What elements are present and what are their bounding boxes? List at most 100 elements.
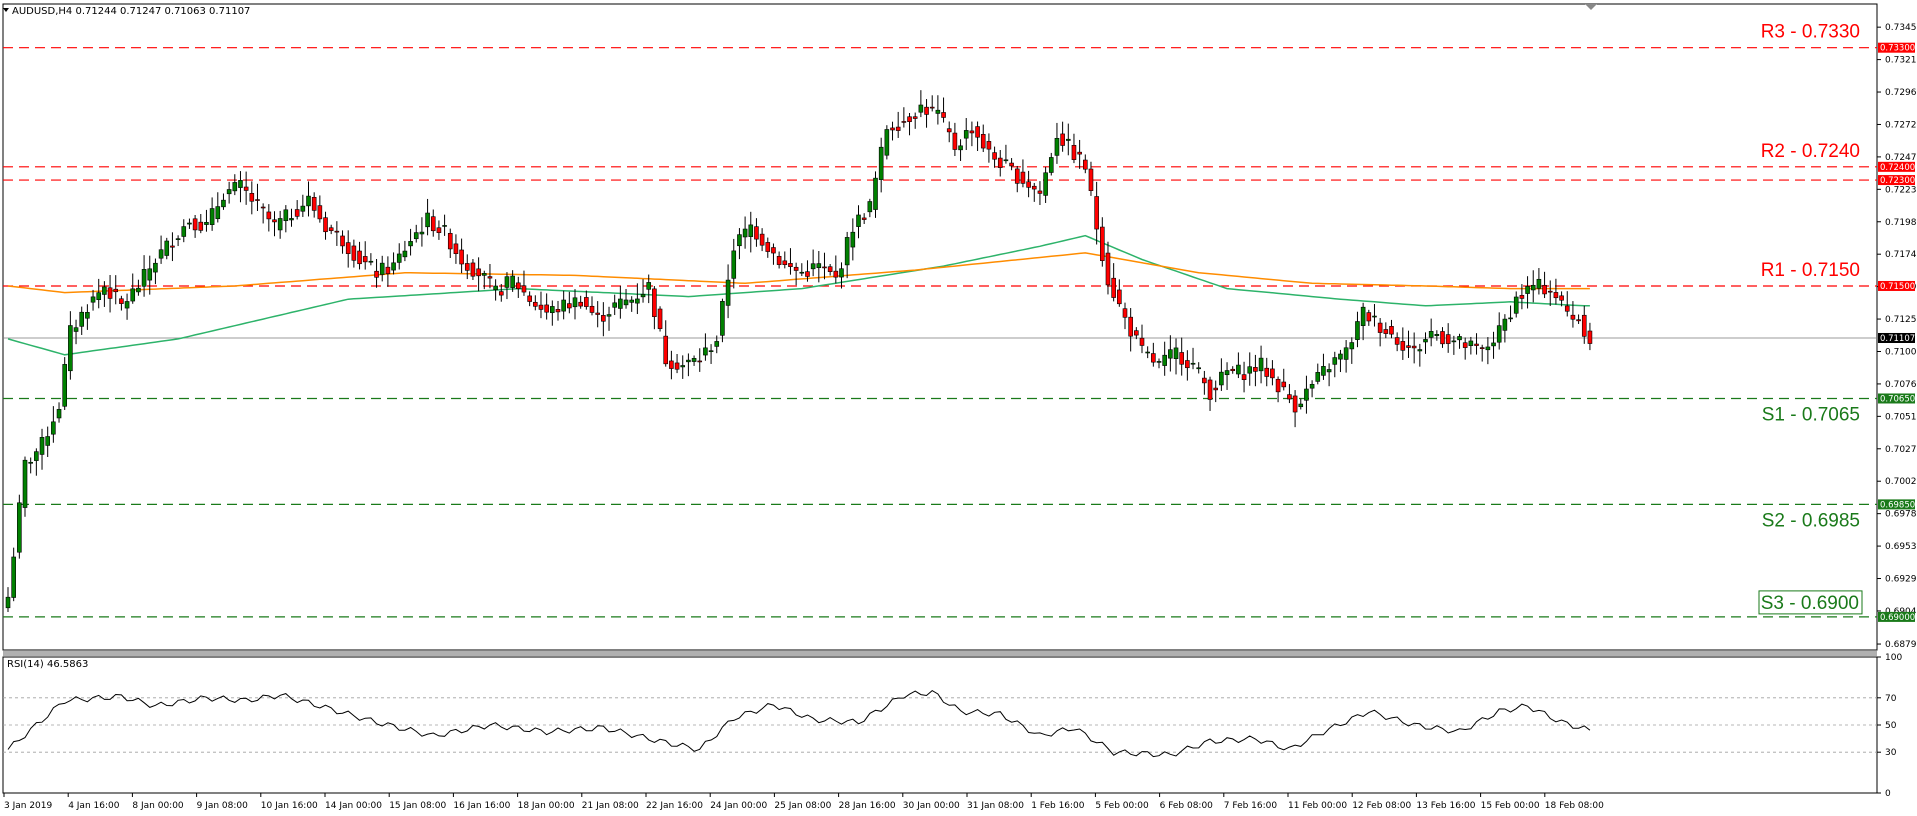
candle-up [1219, 371, 1224, 386]
candle-up [1298, 403, 1304, 408]
candle-up [873, 177, 878, 210]
candle-down [861, 217, 867, 220]
rsi-header: RSI(14) 46.5863 [7, 659, 88, 670]
candle-up [1451, 340, 1457, 343]
price-tag-extra [1878, 175, 1915, 186]
candle-down [1060, 133, 1065, 146]
rsi-panel: 100 70 50 30 0 [3, 653, 1902, 799]
candle-down [521, 285, 527, 293]
candle-up [204, 222, 209, 225]
candle-down [487, 276, 493, 279]
price-tick-label: 0.68795 [1885, 640, 1917, 650]
candle-up [62, 364, 68, 407]
candle-down [1445, 334, 1451, 344]
candle-down [255, 199, 260, 201]
candle-down [946, 128, 952, 133]
candle-up [1525, 286, 1530, 294]
candle-down [119, 298, 124, 304]
candle-up [839, 268, 844, 278]
candle-down [385, 266, 391, 275]
price-tag-label-r3: 0.73300 [1880, 44, 1915, 54]
candle-down [776, 255, 782, 265]
candle-down [266, 211, 272, 220]
level-label-r2: R2 - 0.7240 [1761, 141, 1860, 162]
price-tag-r2 [1878, 161, 1915, 172]
candle-up [742, 228, 748, 238]
candle-down [498, 291, 504, 296]
time-tick-label: 12 Feb 08:00 [1352, 801, 1411, 811]
candle-down [997, 157, 1003, 168]
candle-down [1366, 312, 1372, 322]
time-tick-label: 30 Jan 00:00 [903, 801, 960, 811]
level-label-r3: R3 - 0.7330 [1761, 22, 1860, 43]
candle-up [550, 306, 555, 314]
candle-up [1236, 364, 1241, 375]
candle-up [158, 249, 164, 259]
candle-up [1496, 325, 1502, 343]
candle-down [1230, 368, 1236, 372]
candle-up [1054, 137, 1060, 156]
candle-up [102, 286, 107, 295]
candle-down [1094, 196, 1099, 230]
candle-up [34, 451, 39, 461]
time-tick-label: 25 Jan 08:00 [774, 801, 831, 811]
rsi-tick-label: 30 [1885, 748, 1897, 758]
candle-up [686, 359, 691, 363]
candle-down [1406, 345, 1411, 348]
candle-down [674, 362, 680, 370]
collapse-icon[interactable] [3, 8, 9, 12]
candle-down [1394, 337, 1400, 345]
candle-down [1564, 305, 1570, 312]
price-tag-s3 [1878, 611, 1915, 622]
candle-down [1377, 322, 1383, 333]
candle-down [1009, 162, 1014, 167]
candle-down [595, 312, 600, 315]
candle-up [147, 268, 153, 281]
candle-up [1304, 388, 1309, 401]
candle-up [731, 250, 737, 279]
candle-down [1026, 181, 1031, 188]
candle-up [1048, 157, 1054, 173]
level-labels: R3 - 0.7330 R2 - 0.7240 R1 - 0.7150 S1 - 0.… [1758, 22, 1863, 615]
candle-up [640, 294, 646, 298]
scroll-marker-icon[interactable] [1585, 4, 1597, 10]
candle-down [992, 152, 997, 160]
candle-up [720, 301, 725, 336]
candle-up [1513, 296, 1519, 314]
candle-down [459, 249, 464, 265]
candle-up [1502, 318, 1508, 331]
candle-up [737, 234, 742, 247]
candle-down [1474, 343, 1479, 346]
candle-up [232, 182, 238, 192]
candle-up [1428, 331, 1434, 338]
time-tick-label: 3 Jan 2019 [4, 801, 52, 811]
ma-line-orange [7, 252, 1590, 294]
candle-down [345, 242, 351, 254]
candle-down [243, 186, 249, 191]
candle-down [192, 218, 198, 231]
candle-up [209, 208, 215, 225]
candle-up [90, 296, 96, 303]
candle-up [124, 301, 130, 309]
candle-up [153, 262, 158, 273]
candle-down [827, 266, 833, 272]
candle-down [1077, 151, 1082, 155]
candle-up [703, 347, 708, 356]
candle-down [533, 301, 538, 307]
candle-down [1139, 337, 1145, 346]
candle-up [136, 287, 141, 293]
current-price-tag [1878, 332, 1915, 343]
price-tick-label: 0.72475 [1885, 153, 1917, 163]
candle-up [935, 109, 941, 114]
candle-down [669, 360, 674, 369]
candle-up [39, 437, 45, 455]
candle-up [1309, 383, 1315, 389]
candle-down [272, 219, 277, 223]
candle-up [856, 214, 861, 227]
candle-down [907, 116, 912, 123]
candle-down [170, 245, 175, 248]
candle-up [1457, 336, 1462, 341]
